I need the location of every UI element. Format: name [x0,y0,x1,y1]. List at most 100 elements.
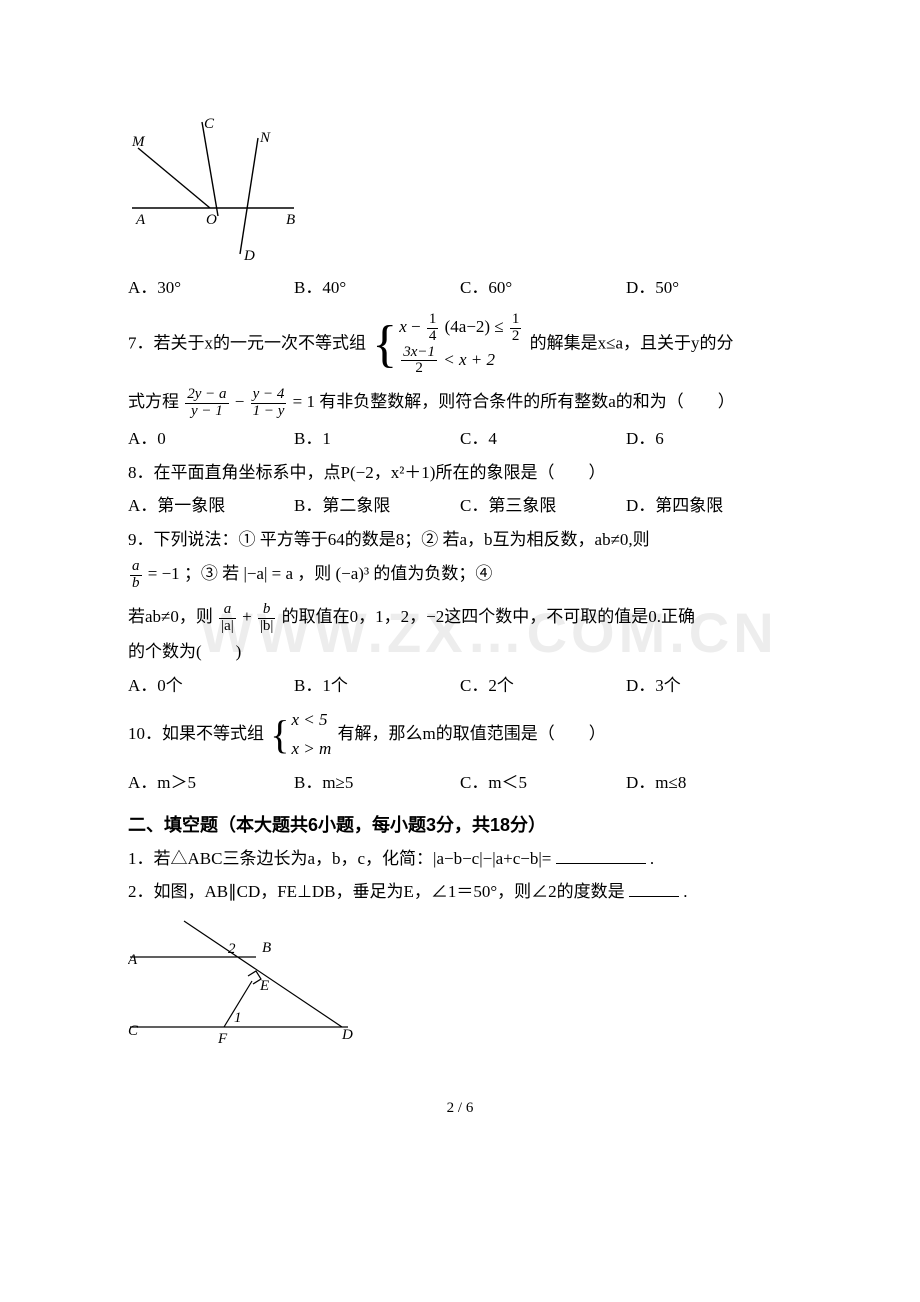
q9-line1: 9．下列说法：① 平方等于64的数是8；② 若a，b互为相反数，ab≠0,则 [128,526,792,555]
q9-choice-c: C．2个 [460,671,626,696]
q7-stem-c2: 有非负整数解，则符合条件的所有整数a的和为（ ） [319,392,735,411]
q9-abs: |−a| = a [243,564,293,583]
q7-choice-c: C．4 [460,424,626,449]
q6-choice-a: A．30° [128,273,294,298]
q8-choice-a: A．第一象限 [128,491,294,516]
q9-choice-a: A．0个 [128,671,294,696]
q6-choice-c: C．60° [460,273,626,298]
svg-text:A: A [135,212,146,228]
q9-line3: 若ab≠0，则 a|a| + b|b| 的取值在0，1，2，−2这四个数中，不可… [128,602,792,635]
q9-p3c: 的值为负数；④ [373,564,492,583]
q9-abn: a [130,559,142,576]
page-footer: 2 / 6 [128,1100,792,1117]
q8-choice-b: B．第二象限 [294,491,460,516]
q7-line2: 式方程 2y − ay − 1 − y − 41 − y = 1 有非负整数解，… [128,387,792,420]
q9-neg1: = −1 [148,564,180,583]
svg-text:B: B [286,212,295,228]
q7-x: x [399,317,407,336]
q9-f2n: b [258,602,276,619]
q6-choices: A．30° B．40° C．60° D．50° [128,273,792,298]
q7-f2n: 1 [510,312,522,329]
fill2-text-a: 2．如图，AB∥CD，FE⊥DB，垂足为E，∠1＝50°，则∠2的度数是 [128,882,625,901]
svg-text:M: M [131,134,146,150]
q7-f1n: 1 [427,312,439,329]
q9-p3a: ；③ 若 [184,564,239,583]
q7-eqtail: = 1 [293,392,315,411]
q7-stem-c1: 式方程 [128,392,179,411]
q7-choices: A．0 B．1 C．4 D．6 [128,424,792,449]
svg-text:C: C [128,1023,139,1039]
q8-choice-c: C．第三象限 [460,491,626,516]
q8-choices: A．第一象限 B．第二象限 C．第三象限 D．第四象限 [128,491,792,516]
q7-choice-a: A．0 [128,424,294,449]
left-brace-icon: { [270,723,289,747]
q10-choice-c: C．m＜5 [460,768,626,793]
q9-choice-b: B．1个 [294,671,460,696]
q10-stem-b: 有解，那么m的取值范围是（ ） [338,724,606,743]
q6-choice-b: B．40° [294,273,460,298]
svg-text:1: 1 [234,1010,242,1026]
svg-text:A: A [128,952,138,968]
q7-f1d: 4 [427,329,439,345]
q7-f3d: 2 [401,361,437,377]
q10-r1: x < 5 [291,706,331,735]
q9-abd: b [130,576,142,592]
q9-f2d: |b| [258,619,276,635]
q7-line1: 7．若关于x的一元一次不等式组 { x − 14 (4a−2) ≤ 12 3x−… [128,312,792,377]
left-brace-icon: { [372,329,397,360]
q7-choice-d: D．6 [626,424,792,449]
q7-ef2n: y − 4 [251,387,287,404]
q9-line2: ab = −1 ；③ 若 |−a| = a ，则 (−a)³ 的值为负数；④ [128,559,792,592]
svg-text:C: C [204,116,215,132]
q8-stem: 8．在平面直角坐标系中，点P(−2，x²＋1)所在的象限是（ ） [128,459,792,488]
svg-text:D: D [341,1027,353,1043]
q7-f2d: 2 [510,329,522,345]
svg-text:F: F [217,1031,228,1047]
svg-text:O: O [206,212,217,228]
q9-f1n: a [219,602,236,619]
q7-system: { x − 14 (4a−2) ≤ 12 3x−12 < x + 2 [372,312,523,377]
q7-mid: (4a−2) ≤ [445,317,504,336]
q6-choice-d: D．50° [626,273,792,298]
q8-choice-d: D．第四象限 [626,491,792,516]
q9-plus: + [242,607,252,626]
q10-r2: x > m [291,735,331,764]
fill2-text-b: . [683,882,687,901]
q6-figure: M C N A O B D [128,116,792,269]
q10-stem: 10．如果不等式组 { x < 5 x > m 有解，那么m的取值范围是（ ） [128,706,792,764]
q10-choice-a: A．m＞5 [128,768,294,793]
fill2-figure: A B C D E F 2 1 [128,917,792,1052]
q7-minus: − [235,392,245,411]
q10-choices: A．m＞5 B．m≥5 C．m＜5 D．m≤8 [128,768,792,793]
fill1-text-a: 1．若△ABC三条边长为a，b，c，化简：|a−b−c|−|a+c−b|= [128,849,556,868]
q10-choice-d: D．m≤8 [626,768,792,793]
svg-text:N: N [259,130,271,146]
q7-r2rhs: < x + 2 [443,350,495,369]
fill1-blank [556,847,646,864]
svg-text:E: E [259,978,269,994]
q9-l3b: 的取值在0，1，2，−2这四个数中，不可取的值是0.正确 [282,607,695,626]
q9-line4: 的个数为( ) [128,638,792,667]
q9-cube: (−a)³ [336,564,370,583]
svg-text:2: 2 [228,941,236,957]
q10-stem-a: 10．如果不等式组 [128,724,264,743]
svg-text:D: D [243,248,255,264]
svg-text:B: B [262,940,271,956]
q7-ef2d: 1 − y [251,404,287,420]
q7-ef1d: y − 1 [185,404,228,420]
q9-f1d: |a| [219,619,236,635]
fill2-blank [629,880,679,897]
q7-choice-b: B．1 [294,424,460,449]
section-2-title: 二、填空题（本大题共6小题，每小题3分，共18分） [128,811,792,837]
fill-1: 1．若△ABC三条边长为a，b，c，化简：|a−b−c|−|a+c−b|= . [128,845,792,874]
q7-f3n: 3x−1 [401,345,437,362]
q10-choice-b: B．m≥5 [294,768,460,793]
q7-stem-b: 的解集是x≤a，且关于y的分 [530,333,734,352]
fill-2: 2．如图，AB∥CD，FE⊥DB，垂足为E，∠1＝50°，则∠2的度数是 . [128,878,792,907]
q9-choices: A．0个 B．1个 C．2个 D．3个 [128,671,792,696]
q10-system: { x < 5 x > m [270,706,331,764]
q9-l3a: 若ab≠0，则 [128,607,213,626]
q7-ef1n: 2y − a [185,387,228,404]
q9-choice-d: D．3个 [626,671,792,696]
fill1-text-b: . [650,849,654,868]
